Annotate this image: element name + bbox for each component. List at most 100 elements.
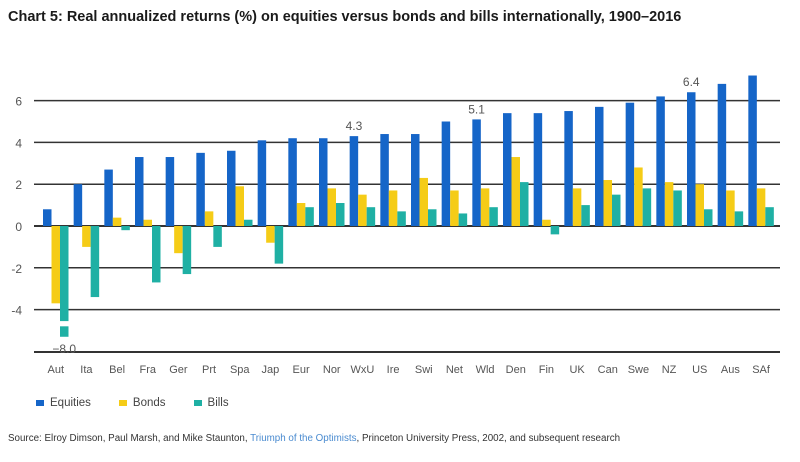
bar-bills-can: [612, 194, 621, 226]
bills-swatch-icon: [193, 400, 202, 406]
bar-equities-bel: [104, 169, 113, 226]
x-tick-label: Fin: [539, 364, 554, 376]
bar-bonds-nor: [327, 188, 336, 226]
legend-item-bonds: Bonds: [118, 397, 166, 409]
x-tick-label: Net: [446, 364, 463, 376]
chart-title: Chart 5: Real annualized returns (%) on …: [8, 9, 682, 25]
legend-label: Bills: [207, 397, 229, 409]
bar-equities-ger: [165, 157, 175, 226]
bar-bonds-net: [450, 190, 459, 226]
x-tick-label: Aut: [47, 364, 64, 376]
y-tick-label: 4: [15, 136, 22, 150]
bar-bills-fin: [550, 226, 560, 235]
bar-equities-swi: [411, 134, 420, 226]
bar-equities-us: [687, 92, 696, 227]
bar-equities-nor: [319, 138, 328, 226]
bar-equities-jap: [257, 140, 267, 226]
x-tick-label: Fra: [140, 364, 157, 376]
bar-equities-swe: [625, 102, 635, 226]
data-labels: −8.0 4.3 5.1 6.4: [52, 75, 700, 356]
x-tick-label: Jap: [262, 364, 280, 376]
bar-equities-eur: [288, 138, 297, 226]
x-tick-label: Spa: [230, 364, 250, 376]
source-note: Source: Elroy Dimson, Paul Marsh, and Mi…: [8, 433, 620, 444]
equities-swatch-icon: [36, 400, 44, 406]
legend-label: Equities: [50, 397, 91, 409]
bar-bonds-aus: [726, 190, 735, 226]
x-tick-label: Ire: [387, 364, 400, 376]
bar-bills-ger: [182, 226, 192, 275]
bar-bills-jap: [274, 226, 284, 264]
gridlines: [34, 99, 780, 353]
bar-bonds-uk: [572, 188, 582, 226]
bar-equities-can: [595, 106, 604, 226]
bar-equities-net: [441, 121, 451, 226]
y-tick-label: 2: [15, 178, 22, 192]
bar-bonds-us: [695, 184, 704, 226]
bar-equities-uk: [564, 111, 573, 226]
bar-bills-wxu: [366, 207, 376, 226]
bar-bills-swi: [428, 209, 437, 226]
x-axis-ticks: Aut Ita Bel Fra Ger Prt Spa Jap Eur Nor WxU Ire Swi N…: [47, 364, 770, 376]
y-tick-label: -4: [11, 304, 22, 318]
bar-bills-ita: [90, 226, 100, 298]
bar-bonds-saf: [756, 188, 766, 226]
x-tick-label: Aus: [721, 364, 740, 376]
x-tick-label: Eur: [293, 364, 310, 376]
bar-bills-net: [458, 213, 468, 226]
bar-bonds-wxu: [358, 194, 367, 226]
bar-bills-spa: [244, 219, 253, 226]
x-tick-label: Bel: [109, 364, 125, 376]
bar-bills-aus: [734, 211, 744, 226]
x-tick-label: Swi: [415, 364, 433, 376]
bar-bills-saf: [765, 207, 774, 226]
bar-bonds-aut: [51, 226, 60, 304]
x-tick-label: Ger: [169, 364, 188, 376]
bar-equities-nz: [656, 96, 665, 226]
x-tick-label: US: [692, 364, 707, 376]
y-tick-label: -2: [11, 262, 22, 276]
bar-bonds-spa: [235, 186, 244, 226]
bar-bills-nor: [336, 203, 345, 226]
bar-equities-saf: [748, 75, 757, 227]
bar-bills-den: [520, 182, 529, 226]
bar-bills-nz: [673, 190, 682, 226]
x-tick-label: Swe: [628, 364, 649, 376]
bar-bonds-ire: [388, 190, 398, 226]
bar-bonds-wld: [480, 188, 490, 226]
bars: [43, 75, 774, 337]
bar-equities-prt: [196, 152, 205, 226]
bar-bonds-fin: [542, 219, 551, 226]
bar-bonds-fra: [143, 219, 152, 226]
bar-bonds-can: [603, 180, 612, 226]
data-label: −8.0: [52, 342, 76, 356]
bar-bills-eur: [305, 207, 314, 226]
bar-bills-wld: [489, 207, 498, 226]
bar-bonds-eur: [296, 203, 306, 226]
x-tick-label: Prt: [202, 364, 216, 376]
x-tick-label: Can: [598, 364, 618, 376]
bar-equities-ire: [380, 134, 389, 226]
bar-equities-aus: [717, 83, 727, 226]
data-label: 6.4: [683, 75, 700, 89]
bar-equities-den: [503, 113, 512, 226]
source-prefix: Source: Elroy Dimson, Paul Marsh, and Mi…: [8, 433, 251, 444]
bar-bills-uk: [581, 205, 590, 226]
y-tick-label: 6: [15, 95, 22, 109]
legend-item-equities: Equities: [36, 397, 91, 409]
x-tick-label: Wld: [476, 364, 495, 376]
bonds-swatch-icon: [118, 400, 127, 406]
legend: Equities Bonds Bills: [36, 397, 229, 409]
bar-bonds-jap: [266, 226, 275, 243]
bar-bills-aut: [60, 226, 69, 322]
bar-bills-aut-break: [60, 326, 69, 337]
x-tick-label: Nor: [323, 364, 341, 376]
bar-bonds-prt: [204, 211, 214, 226]
y-tick-label: 0: [15, 220, 22, 234]
bar-bonds-swe: [634, 167, 643, 226]
source-book-link[interactable]: Triumph of the Optimists: [250, 433, 357, 444]
x-tick-label: Den: [506, 364, 526, 376]
legend-label: Bonds: [132, 397, 166, 409]
bar-bills-bel: [121, 226, 130, 231]
x-tick-label: SAf: [752, 364, 771, 376]
